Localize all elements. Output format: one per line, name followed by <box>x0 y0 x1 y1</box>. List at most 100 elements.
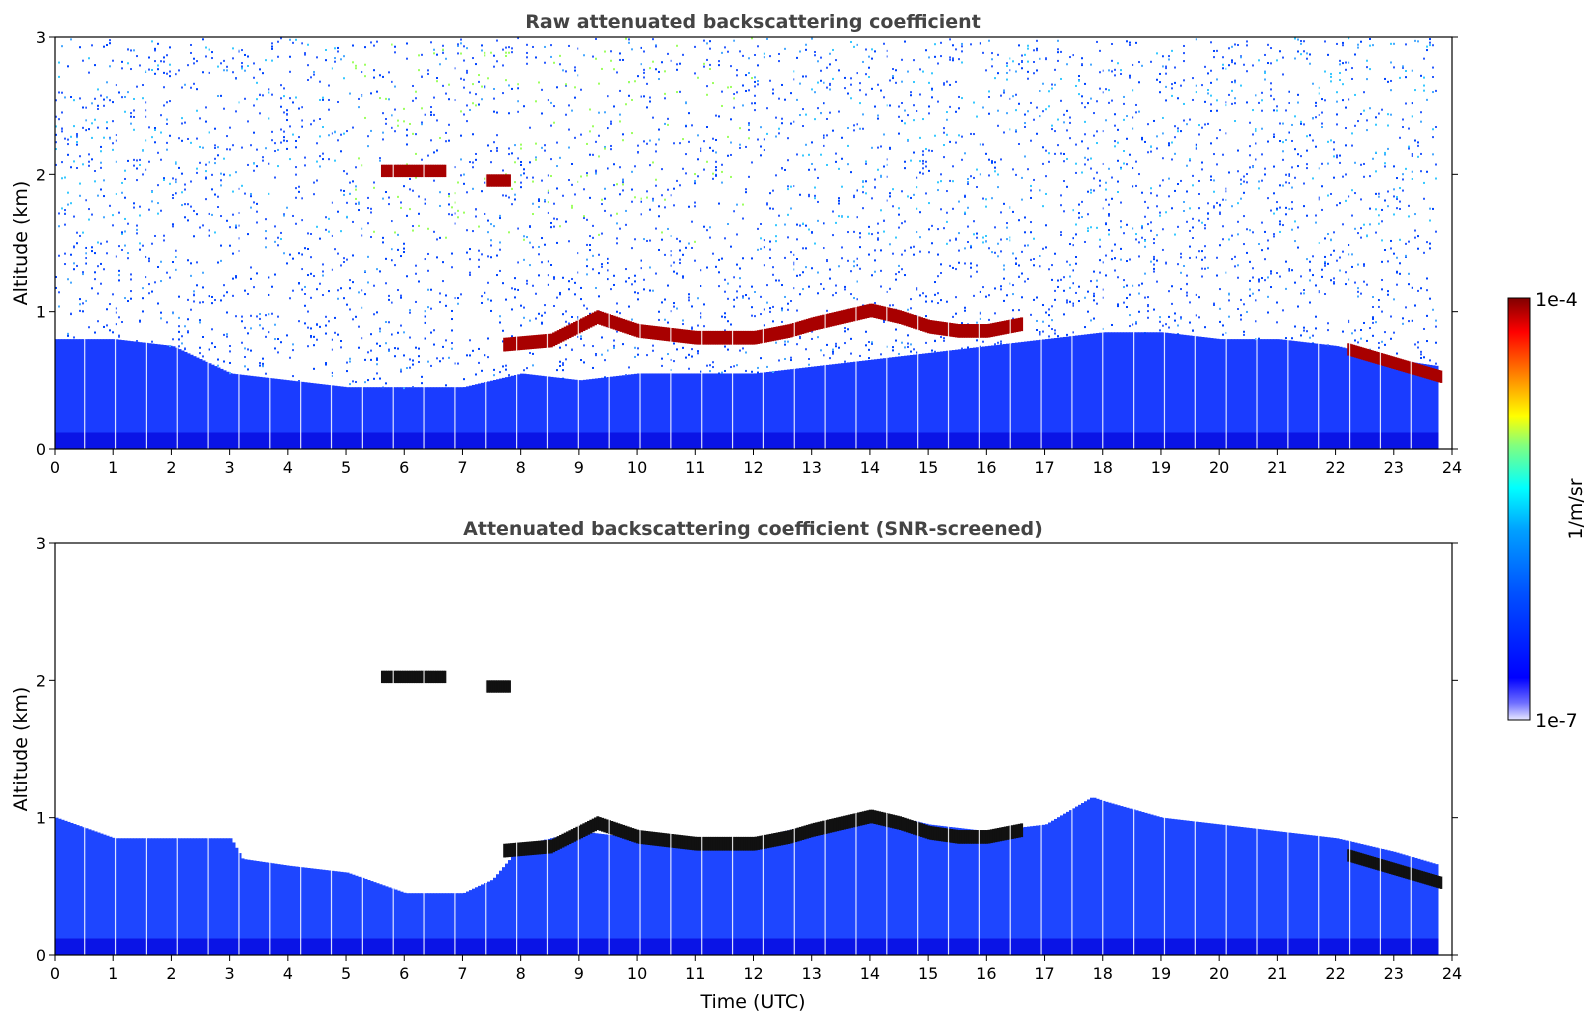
noise-speck <box>214 144 216 147</box>
noise-speck <box>1048 268 1050 271</box>
noise-speck <box>643 238 645 241</box>
field-column <box>784 369 788 449</box>
noise-speck <box>448 139 450 142</box>
noise-speck <box>67 143 69 146</box>
noise-speck <box>430 364 432 367</box>
field-column-base <box>475 432 479 449</box>
noise-speck <box>1264 279 1266 282</box>
noise-speck <box>1237 276 1239 279</box>
field-column <box>805 367 809 449</box>
field-column <box>1315 343 1319 449</box>
noise-speck <box>1054 329 1056 332</box>
noise-speck <box>403 387 405 390</box>
field-column-base <box>922 432 926 449</box>
noise-speck <box>85 199 87 202</box>
field-column-base <box>1126 432 1130 449</box>
field-column <box>850 362 854 449</box>
noise-speck <box>655 184 657 187</box>
noise-speck <box>190 308 192 311</box>
noise-speck <box>448 203 450 206</box>
noise-speck <box>1126 223 1128 226</box>
noise-speck <box>964 152 966 155</box>
noise-speck <box>268 276 270 279</box>
noise-speck <box>1207 217 1209 220</box>
field-column <box>1276 339 1280 449</box>
field-column <box>1051 338 1055 449</box>
noise-speck <box>847 328 849 331</box>
noise-speck <box>652 197 654 200</box>
noise-speck <box>910 298 912 301</box>
noise-speck <box>184 83 186 86</box>
field-column-base <box>310 432 314 449</box>
noise-speck <box>1096 100 1098 103</box>
field-column <box>325 384 329 449</box>
noise-speck <box>121 248 123 251</box>
noise-speck <box>391 248 393 251</box>
noise-speck <box>70 38 72 41</box>
noise-speck <box>82 231 84 234</box>
noise-speck <box>1357 263 1359 266</box>
noise-speck <box>835 284 837 287</box>
field-column-base <box>79 432 83 449</box>
noise-speck <box>505 51 507 54</box>
noise-speck <box>790 185 792 188</box>
field-column-base <box>364 432 368 449</box>
field-column-base <box>856 432 860 449</box>
noise-speck <box>742 295 744 298</box>
noise-speck <box>1315 214 1317 217</box>
noise-speck <box>493 225 495 228</box>
noise-speck <box>1405 306 1407 309</box>
noise-speck <box>910 343 912 346</box>
noise-speck <box>172 197 174 200</box>
noise-speck <box>1408 320 1410 323</box>
noise-speck <box>196 137 198 140</box>
noise-speck <box>385 342 387 345</box>
noise-speck <box>1387 124 1389 127</box>
noise-speck <box>1141 282 1143 285</box>
noise-speck <box>1069 121 1071 124</box>
noise-speck <box>130 290 132 293</box>
noise-speck <box>598 82 600 85</box>
noise-speck <box>568 280 570 283</box>
field-column-base <box>1147 432 1151 449</box>
noise-speck <box>394 231 396 234</box>
noise-speck <box>490 244 492 247</box>
noise-speck <box>784 47 786 50</box>
noise-speck <box>925 165 927 168</box>
field-column <box>70 339 74 449</box>
field-column-base <box>1360 432 1364 449</box>
noise-speck <box>1027 77 1029 80</box>
noise-speck <box>1261 221 1263 224</box>
noise-speck <box>1333 277 1335 280</box>
noise-speck <box>880 353 882 356</box>
noise-speck <box>490 299 492 302</box>
noise-speck <box>484 51 486 54</box>
noise-speck <box>856 298 858 301</box>
field-column <box>172 346 176 449</box>
noise-speck <box>922 167 924 170</box>
noise-speck <box>1261 277 1263 280</box>
noise-speck <box>538 205 540 208</box>
noise-speck <box>394 347 396 350</box>
noise-speck <box>1147 305 1149 308</box>
noise-speck <box>628 277 630 280</box>
field-column <box>604 377 608 449</box>
noise-speck <box>1039 265 1041 268</box>
noise-speck <box>961 42 963 45</box>
noise-speck <box>1063 313 1065 316</box>
noise-speck <box>1213 206 1215 209</box>
field-column-base <box>385 432 389 449</box>
noise-speck <box>1087 147 1089 150</box>
noise-speck <box>445 304 447 307</box>
noise-speck <box>1384 165 1386 168</box>
noise-speck <box>427 154 429 157</box>
noise-speck <box>784 168 786 171</box>
noise-speck <box>106 96 108 99</box>
noise-speck <box>1390 315 1392 318</box>
noise-speck <box>553 225 555 228</box>
field-column <box>1363 352 1367 449</box>
field-column-base <box>634 432 638 449</box>
noise-speck <box>874 186 876 189</box>
noise-speck <box>1111 70 1113 73</box>
noise-speck <box>1153 308 1155 311</box>
